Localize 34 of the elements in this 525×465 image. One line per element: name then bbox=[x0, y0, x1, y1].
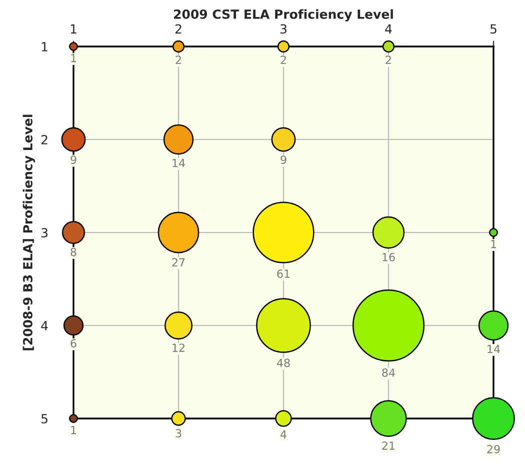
data-label: 1 bbox=[491, 240, 496, 248]
data-label: 1 bbox=[71, 426, 76, 434]
data-label: 3 bbox=[176, 429, 182, 438]
data-label: 8 bbox=[70, 248, 76, 256]
data-label: 14 bbox=[172, 158, 185, 168]
data-label: 61 bbox=[277, 270, 290, 278]
data-label: 2 bbox=[280, 56, 286, 64]
data-label: 48 bbox=[276, 358, 290, 368]
y-tick-label: 2 bbox=[41, 134, 48, 144]
data-label: 27 bbox=[172, 258, 185, 266]
data-label: 84 bbox=[382, 368, 395, 377]
y-tick-label: 5 bbox=[42, 414, 48, 424]
data-label: 2 bbox=[176, 56, 181, 64]
x-tick-label: 1 bbox=[70, 24, 76, 34]
data-label: 2 bbox=[386, 56, 391, 64]
chart-title: 2009 CST ELA Proficiency Level bbox=[174, 9, 393, 22]
y-axis-title: [2008-9 B3 ELA] Proficiency Level bbox=[22, 114, 35, 350]
x-tick-label: 3 bbox=[280, 24, 286, 34]
y-tick-label: 4 bbox=[41, 321, 48, 330]
data-label: 16 bbox=[382, 252, 395, 262]
data-label: 14 bbox=[488, 344, 500, 354]
data-label: 9 bbox=[280, 156, 286, 164]
x-tick-label: 2 bbox=[175, 24, 182, 34]
x-tick-label: 5 bbox=[490, 24, 496, 34]
data-label: 4 bbox=[280, 430, 286, 438]
data-label: 12 bbox=[172, 344, 184, 352]
x-tick-label: 4 bbox=[385, 24, 392, 34]
data-label: 6 bbox=[70, 339, 76, 348]
y-tick-label: 1 bbox=[42, 42, 48, 52]
data-label: 29 bbox=[487, 444, 500, 454]
data-label: 1 bbox=[71, 54, 76, 62]
y-tick-label: 3 bbox=[42, 228, 48, 238]
data-label: 21 bbox=[382, 441, 395, 450]
data-label: 9 bbox=[70, 156, 76, 164]
